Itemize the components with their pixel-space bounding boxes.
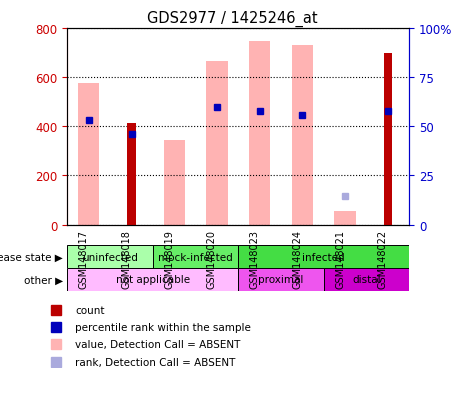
- Text: value, Detection Call = ABSENT: value, Detection Call = ABSENT: [75, 339, 240, 349]
- Bar: [78, 84, 100, 225]
- Text: uninfected: uninfected: [82, 252, 138, 262]
- Text: GSM148018: GSM148018: [121, 229, 132, 288]
- Text: GDS2977 / 1425246_at: GDS2977 / 1425246_at: [147, 10, 318, 26]
- Bar: [67, 268, 238, 291]
- Text: percentile rank within the sample: percentile rank within the sample: [75, 322, 251, 332]
- Bar: [238, 246, 409, 268]
- Bar: [384, 53, 392, 225]
- Text: disease state ▶: disease state ▶: [0, 252, 63, 262]
- Text: GSM148022: GSM148022: [378, 229, 388, 288]
- Text: GSM148024: GSM148024: [292, 229, 302, 288]
- Text: distal: distal: [352, 275, 381, 285]
- Bar: [206, 62, 228, 225]
- Bar: [324, 268, 409, 291]
- Bar: [334, 211, 356, 225]
- Text: GSM148023: GSM148023: [250, 229, 259, 288]
- Text: GSM148019: GSM148019: [164, 229, 174, 288]
- Text: GSM148017: GSM148017: [79, 229, 89, 288]
- Bar: [249, 43, 270, 225]
- Text: proximal: proximal: [259, 275, 304, 285]
- Text: other ▶: other ▶: [24, 275, 63, 285]
- Text: not applicable: not applicable: [116, 275, 190, 285]
- Bar: [164, 140, 185, 225]
- Text: count: count: [75, 305, 105, 315]
- Bar: [292, 46, 313, 225]
- Text: GSM148021: GSM148021: [335, 229, 345, 288]
- Bar: [67, 246, 153, 268]
- Bar: [127, 123, 136, 225]
- Text: mock-infected: mock-infected: [158, 252, 233, 262]
- Bar: [153, 246, 238, 268]
- Text: infected: infected: [302, 252, 345, 262]
- Bar: [238, 268, 324, 291]
- Text: rank, Detection Call = ABSENT: rank, Detection Call = ABSENT: [75, 357, 236, 367]
- Text: GSM148020: GSM148020: [207, 229, 217, 288]
